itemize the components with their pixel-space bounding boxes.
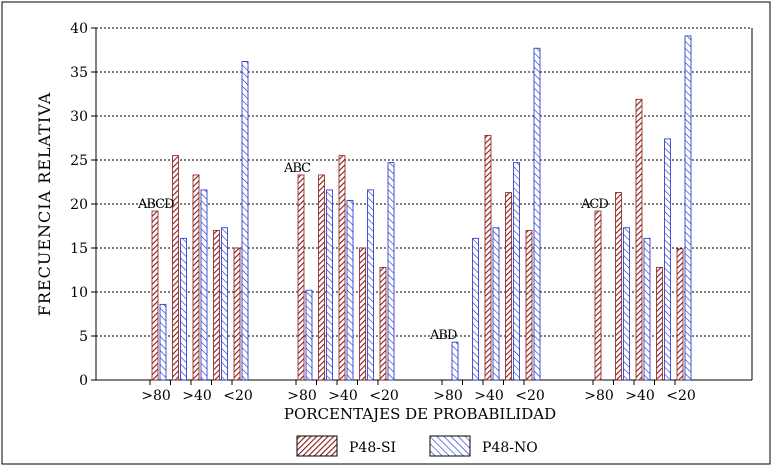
- axes: [91, 27, 753, 385]
- bar-p48-no: [346, 200, 354, 381]
- x-tick-label: >40: [182, 388, 212, 404]
- legend: P48-SI P48-NO: [296, 435, 538, 457]
- bar-p48-no: [643, 237, 651, 381]
- x-tick-label: <20: [666, 388, 696, 404]
- bars: [151, 35, 692, 381]
- bar-p48-si: [484, 134, 492, 381]
- x-tick-label: >40: [625, 388, 655, 404]
- bar-p48-no: [451, 341, 459, 381]
- legend-swatch-no: [429, 435, 471, 457]
- x-axis-label: PORCENTAJES DE PROBABILIDAD: [284, 405, 556, 423]
- bar-p48-si: [359, 247, 366, 381]
- legend-label-no: P48-NO: [482, 440, 538, 456]
- bar-p48-no: [221, 227, 228, 381]
- bar-p48-si: [318, 174, 325, 381]
- bar-p48-no: [241, 61, 249, 381]
- bar-p48-no: [387, 162, 395, 381]
- bar-p48-no: [492, 227, 500, 381]
- bar-p48-no: [200, 189, 208, 381]
- y-tick-label: 20: [70, 197, 88, 213]
- legend-swatch-si: [296, 435, 338, 457]
- legend-label-si: P48-SI: [349, 440, 396, 456]
- y-tick-label: 5: [79, 329, 88, 345]
- x-tick-label: <20: [223, 388, 253, 404]
- group-label: ACD: [580, 197, 608, 212]
- group-label: ABCD: [137, 197, 174, 212]
- bar-p48-no: [472, 237, 479, 381]
- bar-p48-si: [338, 155, 346, 381]
- bar-p48-no: [180, 237, 187, 381]
- y-tick-label: 40: [70, 21, 88, 37]
- bar-p48-no: [684, 35, 692, 381]
- bar-p48-no: [513, 162, 520, 381]
- y-tick-label: 35: [70, 65, 88, 81]
- x-tick-label: >80: [433, 388, 463, 404]
- bar-p48-si: [676, 248, 684, 381]
- bar-p48-si: [233, 247, 241, 381]
- labels: FRECUENCIA RELATIVA PORCENTAJES DE PROBA…: [35, 21, 696, 423]
- x-tick-label: >40: [328, 388, 358, 404]
- group-label: ABD: [429, 328, 457, 343]
- bar-p48-si: [172, 155, 179, 381]
- x-tick-label: <20: [515, 388, 545, 404]
- y-tick-label: 0: [79, 373, 88, 389]
- bar-p48-no: [623, 227, 630, 381]
- bar-p48-si: [525, 229, 533, 381]
- y-tick-label: 25: [70, 153, 88, 169]
- bar-p48-si: [594, 210, 602, 381]
- bar-p48-si: [379, 266, 387, 381]
- bar-p48-si: [192, 174, 200, 381]
- bar-p48-si: [656, 266, 663, 381]
- bar-p48-no: [533, 47, 541, 381]
- y-tick-label: 30: [70, 109, 88, 125]
- bar-p48-no: [305, 289, 313, 381]
- y-axis-label: FRECUENCIA RELATIVA: [35, 92, 54, 316]
- bar-p48-no: [159, 303, 167, 381]
- x-tick-label: >80: [584, 388, 614, 404]
- x-tick-label: >40: [474, 388, 504, 404]
- bar-p48-si: [615, 192, 622, 381]
- bar-p48-no: [664, 138, 671, 381]
- group-label: ABC: [283, 161, 311, 176]
- bar-p48-si: [213, 229, 220, 381]
- bar-p48-si: [297, 174, 305, 381]
- bar-p48-si: [635, 98, 643, 381]
- x-tick-label: <20: [369, 388, 399, 404]
- bar-p48-no: [367, 189, 374, 381]
- x-tick-label: >80: [287, 388, 317, 404]
- bar-p48-no: [326, 189, 333, 381]
- bar-p48-si: [151, 210, 159, 381]
- y-tick-label: 15: [70, 241, 88, 257]
- bar-p48-si: [505, 192, 512, 381]
- x-tick-label: >80: [141, 388, 171, 404]
- outer-frame: [1, 1, 771, 465]
- y-tick-label: 10: [70, 285, 88, 301]
